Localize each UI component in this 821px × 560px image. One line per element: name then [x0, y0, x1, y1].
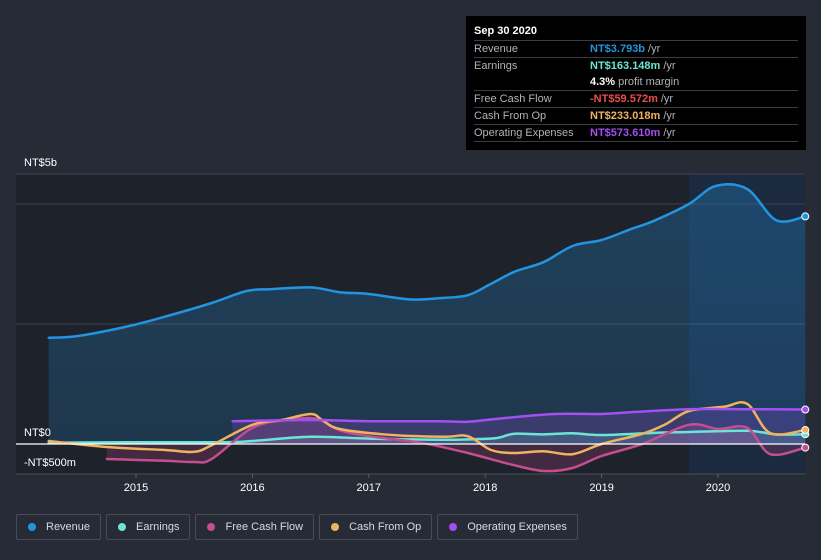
tooltip-label	[474, 74, 590, 90]
x-tick-label: 2016	[240, 482, 264, 494]
legend-label: Free Cash Flow	[225, 521, 304, 533]
legend-item-revenue[interactable]: Revenue	[16, 514, 102, 540]
tooltip-unit: /yr	[663, 110, 676, 122]
tooltip-label: Cash From Op	[474, 110, 547, 122]
tooltip-row: Operating Expenses NT$573.610m/yr	[474, 125, 798, 142]
tooltip-unit: /yr	[660, 93, 674, 105]
y-axis-label: NT$5b	[24, 157, 57, 169]
x-tick-label: 2015	[124, 482, 148, 494]
legend-label: Revenue	[46, 521, 91, 533]
x-tick-label: 2019	[589, 482, 613, 494]
legend-dot-icon	[118, 523, 127, 531]
legend-item-free-cash-flow[interactable]: Free Cash Flow	[195, 514, 315, 540]
legend-dot-icon	[331, 523, 340, 531]
tooltip-value: NT$573.610m	[590, 127, 661, 139]
tooltip-value: NT$3.793b	[590, 43, 646, 55]
x-tick-label: 2017	[357, 482, 381, 494]
tooltip-label: Revenue	[474, 43, 519, 55]
legend: Revenue Earnings Free Cash Flow Cash From O…	[16, 514, 578, 540]
tooltip-value: NT$233.018m	[590, 110, 661, 122]
tooltip: Sep 30 2020 Revenue NT$3.793b/yr Earnings N…	[466, 16, 806, 150]
operating-expenses-line	[231, 407, 807, 424]
tooltip-date: Sep 30 2020	[474, 24, 798, 41]
tooltip-unit: profit margin	[618, 76, 680, 88]
tooltip-label: Earnings	[474, 60, 518, 72]
cash-from-op-end-marker	[801, 426, 810, 435]
free-cash-flow-end-marker	[801, 443, 810, 452]
free-cash-flow-line	[105, 416, 807, 473]
tooltip-row: Revenue NT$3.793b/yr	[474, 41, 798, 58]
tooltip-unit: /yr	[663, 127, 676, 139]
x-tick-label: 2020	[706, 482, 730, 494]
legend-label: Cash From Op	[349, 521, 422, 533]
tooltip-value: -NT$59.572m	[590, 93, 658, 105]
legend-dot-icon	[28, 523, 36, 531]
y-axis-label: -NT$500m	[24, 457, 76, 469]
tooltip-label: Free Cash Flow	[474, 93, 552, 105]
legend-label: Earnings	[136, 521, 180, 533]
tooltip-row: Cash From Op NT$233.018m/yr	[474, 108, 798, 125]
legend-item-earnings[interactable]: Earnings	[106, 514, 191, 540]
legend-item-operating-expenses[interactable]: Operating Expenses	[437, 514, 578, 540]
tooltip-label: Operating Expenses	[474, 127, 574, 139]
tooltip-row: Earnings NT$163.148m/yr	[474, 58, 798, 74]
tooltip-unit: /yr	[648, 43, 661, 55]
legend-item-cash-from-op[interactable]: Cash From Op	[319, 514, 433, 540]
tooltip-row: Free Cash Flow -NT$59.572m/yr	[474, 91, 798, 108]
revenue-line	[47, 183, 807, 340]
tooltip-value: NT$163.148m	[590, 60, 661, 72]
free-cash-flow-area	[106, 418, 806, 472]
legend-dot-icon	[449, 523, 458, 531]
x-tick-label: 2018	[473, 482, 497, 494]
legend-dot-icon	[207, 523, 216, 531]
revenue-end-marker	[801, 212, 810, 221]
earnings-line	[47, 429, 807, 445]
y-axis-label: NT$0	[24, 427, 51, 439]
operating-expenses-end-marker	[801, 405, 810, 414]
tooltip-value: 4.3%	[590, 76, 616, 88]
cash-from-op-line	[47, 400, 807, 456]
revenue-area	[48, 184, 806, 444]
legend-label: Operating Expenses	[467, 521, 567, 533]
tooltip-unit: /yr	[663, 60, 676, 72]
tooltip-row: 4.3% profit margin	[474, 74, 798, 91]
